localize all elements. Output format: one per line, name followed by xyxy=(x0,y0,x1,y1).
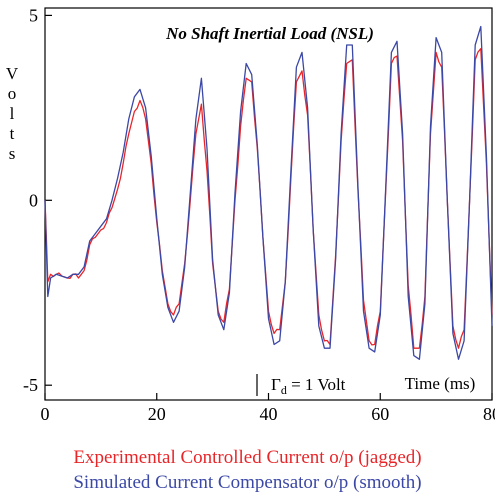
y-tick-label: 5 xyxy=(29,5,38,25)
gamma-annotation: Γd = 1 Volt xyxy=(271,375,346,397)
y-tick-label: -5 xyxy=(23,375,38,395)
x-tick-label: 40 xyxy=(260,404,278,424)
x-tick-label: 60 xyxy=(371,404,389,424)
axis-tick-labels: 020406080-505 xyxy=(23,5,495,424)
plot-frame xyxy=(44,7,493,401)
legend-entry-experimental: Experimental Controlled Current o/p (jag… xyxy=(73,447,422,468)
axis-ticks xyxy=(44,14,493,400)
series-line-2 xyxy=(44,25,493,360)
x-tick-label: 20 xyxy=(148,404,166,424)
legend-entry-simulated: Simulated Current Compensator o/p (smoot… xyxy=(73,472,422,493)
x-axis-label: Time (ms) xyxy=(405,374,476,393)
series-layer xyxy=(44,25,493,360)
y-tick-label: 0 xyxy=(29,190,38,210)
x-tick-label: 80 xyxy=(483,404,495,424)
chart-title: No Shaft Inertial Load (NSL) xyxy=(165,24,374,43)
x-tick-label: 0 xyxy=(41,404,50,424)
